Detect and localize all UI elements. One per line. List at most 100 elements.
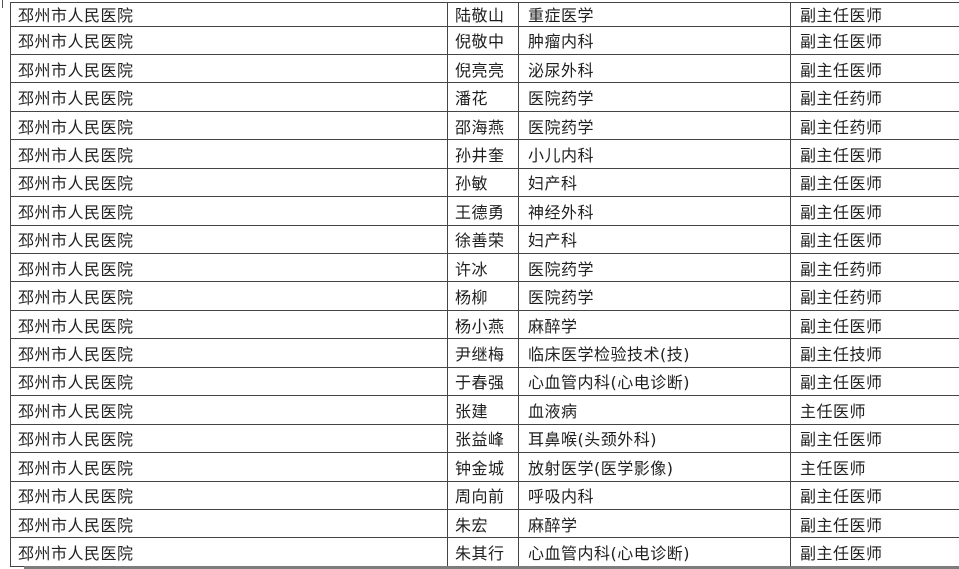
specialty-cell: 医院药学 xyxy=(518,83,790,111)
title-cell: 副主任医师 xyxy=(790,367,959,396)
table-row: 邳州市人民医院 钟金城 放射医学(医学影像) 主任医师 xyxy=(11,453,959,482)
specialty-cell: 呼吸内科 xyxy=(518,481,790,509)
specialty-cell: 神经外科 xyxy=(518,197,790,225)
title-cell: 副主任技师 xyxy=(790,339,959,367)
table-row: 邳州市人民医院 张建 血液病 主任医师 xyxy=(11,396,959,425)
name-cell: 陆敬山 xyxy=(447,3,518,26)
specialty-cell: 妇产科 xyxy=(518,225,790,253)
table-row: 邳州市人民医院 邵海燕 医院药学 副主任药师 xyxy=(11,111,959,141)
specialty-cell: 血液病 xyxy=(518,396,790,424)
name-cell: 倪亮亮 xyxy=(447,54,518,83)
table-row: 邳州市人民医院 陆敬山 重症医学 副主任医师 xyxy=(11,3,959,27)
hospital-cell: 邳州市人民医院 xyxy=(18,288,134,308)
hospital-cell: 邳州市人民医院 xyxy=(18,202,134,222)
specialty-cell: 医院药学 xyxy=(518,111,790,140)
hospital-cell: 邳州市人民医院 xyxy=(18,345,134,365)
name-cell: 杨小燕 xyxy=(447,310,518,339)
specialty-cell: 心血管内科(心电诊断) xyxy=(518,538,790,566)
name-cell: 邵海燕 xyxy=(447,111,518,140)
hospital-cell: 邳州市人民医院 xyxy=(18,515,134,535)
name-cell: 倪敬中 xyxy=(447,26,518,54)
hospital-cell: 邳州市人民医院 xyxy=(18,458,134,478)
name-cell: 于春强 xyxy=(447,367,518,396)
title-cell: 副主任药师 xyxy=(790,282,959,310)
specialty-cell: 重症医学 xyxy=(518,3,790,26)
table-row: 邳州市人民医院 朱宏 麻醉学 副主任医师 xyxy=(11,509,959,539)
title-cell: 副主任药师 xyxy=(790,254,959,282)
hospital-cell: 邳州市人民医院 xyxy=(18,32,134,52)
name-cell: 徐善荣 xyxy=(447,225,518,253)
name-cell: 钟金城 xyxy=(447,453,518,481)
name-cell: 张建 xyxy=(447,396,518,424)
title-cell: 副主任医师 xyxy=(790,168,959,197)
hospital-cell: 邳州市人民医院 xyxy=(18,544,134,564)
table-row: 邳州市人民医院 周向前 呼吸内科 副主任医师 xyxy=(11,481,959,510)
hospital-cell: 邳州市人民医院 xyxy=(18,174,134,194)
hospital-cell: 邳州市人民医院 xyxy=(18,401,134,421)
hospital-cell: 邳州市人民医院 xyxy=(18,259,134,279)
title-cell: 副主任医师 xyxy=(790,538,959,566)
specialty-cell: 心血管内科(心电诊断) xyxy=(518,367,790,396)
hospital-cell: 邳州市人民医院 xyxy=(18,430,134,450)
specialty-cell: 麻醉学 xyxy=(518,509,790,538)
specialty-cell: 泌尿外科 xyxy=(518,54,790,83)
title-cell: 副主任医师 xyxy=(790,197,959,225)
title-cell: 主任医师 xyxy=(790,396,959,424)
hospital-cell: 邳州市人民医院 xyxy=(18,487,134,507)
doctor-table: 邳州市人民医院 陆敬山 重症医学 副主任医师 邳州市人民医院 倪敬中 肿瘤内科 副主任医师 邳州… xyxy=(10,2,959,567)
table-row: 邳州市人民医院 潘花 医院药学 副主任药师 xyxy=(11,83,959,112)
table-row: 邳州市人民医院 许冰 医院药学 副主任药师 xyxy=(11,254,959,283)
hospital-cell: 邳州市人民医院 xyxy=(18,316,134,336)
hospital-cell: 邳州市人民医院 xyxy=(18,117,134,137)
specialty-cell: 小儿内科 xyxy=(518,140,790,168)
specialty-cell: 妇产科 xyxy=(518,168,790,197)
specialty-cell: 麻醉学 xyxy=(518,310,790,339)
specialty-cell: 放射医学(医学影像) xyxy=(518,453,790,481)
hospital-cell: 邳州市人民医院 xyxy=(18,6,134,26)
name-cell: 周向前 xyxy=(447,481,518,509)
table-row: 邳州市人民医院 孙敏 妇产科 副主任医师 xyxy=(11,168,959,198)
hospital-cell: 邳州市人民医院 xyxy=(18,89,134,109)
title-cell: 副主任药师 xyxy=(790,111,959,140)
name-cell: 许冰 xyxy=(447,254,518,282)
specialty-cell: 肿瘤内科 xyxy=(518,26,790,54)
title-cell: 副主任药师 xyxy=(790,83,959,111)
specialty-cell: 医院药学 xyxy=(518,282,790,310)
specialty-cell: 医院药学 xyxy=(518,254,790,282)
table-row: 邳州市人民医院 于春强 心血管内科(心电诊断) 副主任医师 xyxy=(11,367,959,397)
name-cell: 王德勇 xyxy=(447,197,518,225)
table-row: 邳州市人民医院 杨柳 医院药学 副主任药师 xyxy=(11,282,959,311)
bottom-edge-shadow xyxy=(24,566,959,569)
specialty-cell: 耳鼻喉(头颈外科) xyxy=(518,424,790,453)
table-row: 邳州市人民医院 杨小燕 麻醉学 副主任医师 xyxy=(11,310,959,340)
clipped-cell-border xyxy=(2,0,3,8)
table-row: 邳州市人民医院 徐善荣 妇产科 副主任医师 xyxy=(11,225,959,254)
title-cell: 副主任医师 xyxy=(790,140,959,168)
hospital-cell: 邳州市人民医院 xyxy=(18,60,134,80)
name-cell: 孙敏 xyxy=(447,168,518,197)
name-cell: 杨柳 xyxy=(447,282,518,310)
name-cell: 潘花 xyxy=(447,83,518,111)
title-cell: 副主任医师 xyxy=(790,26,959,54)
title-cell: 副主任医师 xyxy=(790,424,959,453)
table-row: 邳州市人民医院 孙井奎 小儿内科 副主任医师 xyxy=(11,140,959,169)
name-cell: 孙井奎 xyxy=(447,140,518,168)
title-cell: 副主任医师 xyxy=(790,225,959,253)
title-cell: 副主任医师 xyxy=(790,3,959,26)
hospital-cell: 邳州市人民医院 xyxy=(18,373,134,393)
table-row: 邳州市人民医院 尹继梅 临床医学检验技术(技) 副主任技师 xyxy=(11,339,959,368)
name-cell: 尹继梅 xyxy=(447,339,518,367)
table-row: 邳州市人民医院 倪亮亮 泌尿外科 副主任医师 xyxy=(11,54,959,84)
name-cell: 张益峰 xyxy=(447,424,518,453)
table-row: 邳州市人民医院 朱其行 心血管内科(心电诊断) 副主任医师 xyxy=(11,538,959,567)
table-row: 邳州市人民医院 倪敬中 肿瘤内科 副主任医师 xyxy=(11,26,959,55)
hospital-cell: 邳州市人民医院 xyxy=(18,145,134,165)
table-row: 邳州市人民医院 王德勇 神经外科 副主任医师 xyxy=(11,197,959,226)
specialty-cell: 临床医学检验技术(技) xyxy=(518,339,790,367)
table-row: 邳州市人民医院 张益峰 耳鼻喉(头颈外科) 副主任医师 xyxy=(11,424,959,454)
title-cell: 副主任医师 xyxy=(790,310,959,339)
title-cell: 副主任医师 xyxy=(790,509,959,538)
hospital-cell: 邳州市人民医院 xyxy=(18,231,134,251)
title-cell: 主任医师 xyxy=(790,453,959,481)
title-cell: 副主任医师 xyxy=(790,54,959,83)
